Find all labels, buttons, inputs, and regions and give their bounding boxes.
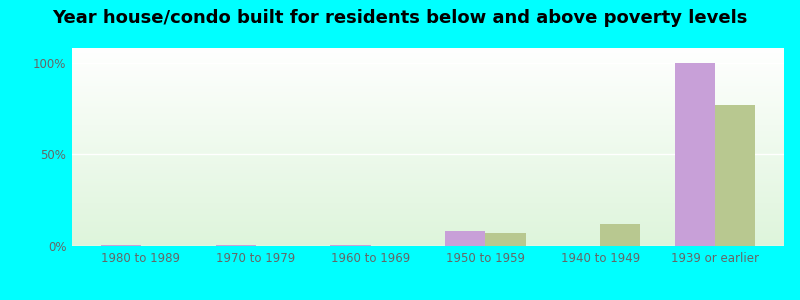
Bar <box>675 63 715 246</box>
Bar <box>715 105 755 246</box>
Bar <box>330 245 370 246</box>
Text: Year house/condo built for residents below and above poverty levels: Year house/condo built for residents bel… <box>52 9 748 27</box>
Bar <box>486 233 526 246</box>
Bar <box>600 224 641 246</box>
Bar <box>215 245 256 246</box>
Bar <box>101 245 141 246</box>
Bar <box>446 231 486 246</box>
